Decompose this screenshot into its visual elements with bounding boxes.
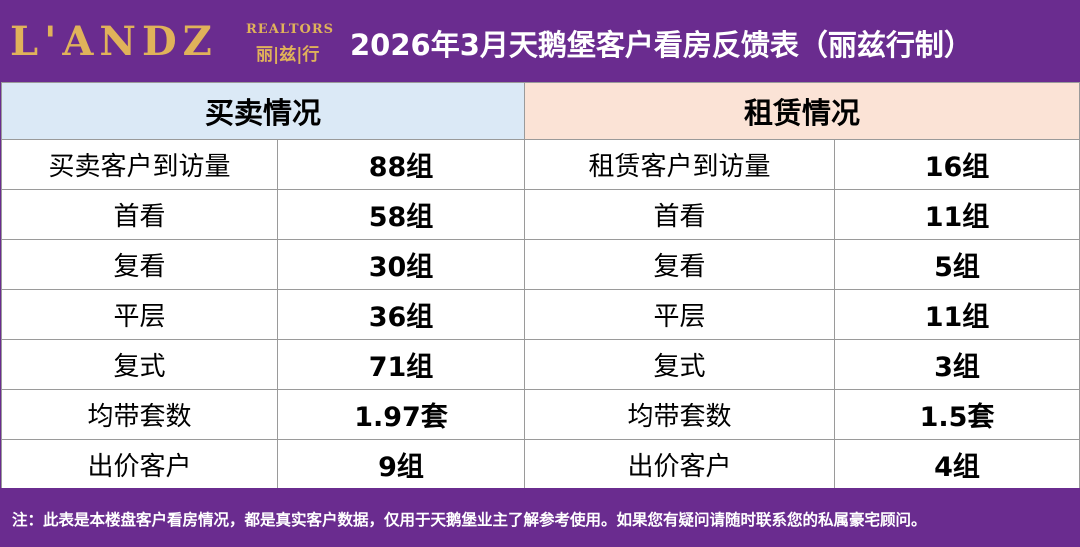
buy-value-cell: 1.97套 <box>276 389 526 440</box>
rent-label-cell: 复式 <box>524 339 836 390</box>
logo-realtors: REALTORS <box>246 22 335 37</box>
table-row: 平层 36组 平层 11组 <box>1 289 1080 340</box>
buy-label-cell: 出价客户 <box>1 439 278 490</box>
page-title: 2026年3月天鹅堡客户看房反馈表（丽兹行制） <box>350 28 973 62</box>
rent-value-cell: 1.5套 <box>834 389 1080 440</box>
buy-label-cell: 均带套数 <box>1 389 278 440</box>
landz-logo: L'ANDZ REALTORS 丽|兹|行 <box>10 14 340 65</box>
buy-label-cell: 首看 <box>1 189 278 240</box>
footer-note: 注：此表是本楼盘客户看房情况，都是真实客户数据，仅用于天鹅堡业主了解参考使用。如… <box>12 511 927 529</box>
feedback-table: 买卖情况 租赁情况 买卖客户到访量 88组 租赁客户到访量 16组 首看 58组… <box>0 82 1080 490</box>
buy-label-cell: 复看 <box>1 239 278 290</box>
rent-value-cell: 5组 <box>834 239 1080 290</box>
rent-label-cell: 租赁客户到访量 <box>524 139 836 190</box>
rent-value-cell: 11组 <box>834 189 1080 240</box>
buy-value-cell: 36组 <box>276 289 526 340</box>
buy-label-cell: 复式 <box>1 339 278 390</box>
logo-wordmark: L'ANDZ <box>10 18 218 65</box>
buy-value-cell: 71组 <box>276 339 526 390</box>
rent-label-cell: 复看 <box>524 239 836 290</box>
table-row: 均带套数 1.97套 均带套数 1.5套 <box>1 389 1080 440</box>
buy-value-cell: 9组 <box>276 439 526 490</box>
buy-section-header: 买卖情况 <box>0 82 526 140</box>
rent-section-header: 租赁情况 <box>524 82 1080 140</box>
buy-value-cell: 30组 <box>276 239 526 290</box>
rent-label-cell: 出价客户 <box>524 439 836 490</box>
buy-value-cell: 58组 <box>276 189 526 240</box>
rent-label-cell: 均带套数 <box>524 389 836 440</box>
table-row: 首看 58组 首看 11组 <box>1 189 1080 240</box>
rent-value-cell: 11组 <box>834 289 1080 340</box>
header-bar: L'ANDZ REALTORS 丽|兹|行 2026年3月天鹅堡客户看房反馈表（… <box>0 0 1080 82</box>
table-row: 买卖客户到访量 88组 租赁客户到访量 16组 <box>1 139 1080 190</box>
rent-value-cell: 3组 <box>834 339 1080 390</box>
table-row: 复式 71组 复式 3组 <box>1 339 1080 390</box>
buy-value-cell: 88组 <box>276 139 526 190</box>
buy-label-cell: 买卖客户到访量 <box>1 139 278 190</box>
section-header-row: 买卖情况 租赁情况 <box>0 82 1080 140</box>
buy-label-cell: 平层 <box>1 289 278 340</box>
logo-chinese: 丽|兹|行 <box>256 45 320 65</box>
table-row: 出价客户 9组 出价客户 4组 <box>1 439 1080 490</box>
rent-label-cell: 平层 <box>524 289 836 340</box>
rent-label-cell: 首看 <box>524 189 836 240</box>
table-row: 复看 30组 复看 5组 <box>1 239 1080 290</box>
rent-value-cell: 4组 <box>834 439 1080 490</box>
rent-value-cell: 16组 <box>834 139 1080 190</box>
footer-bar: 注：此表是本楼盘客户看房情况，都是真实客户数据，仅用于天鹅堡业主了解参考使用。如… <box>0 488 1080 547</box>
